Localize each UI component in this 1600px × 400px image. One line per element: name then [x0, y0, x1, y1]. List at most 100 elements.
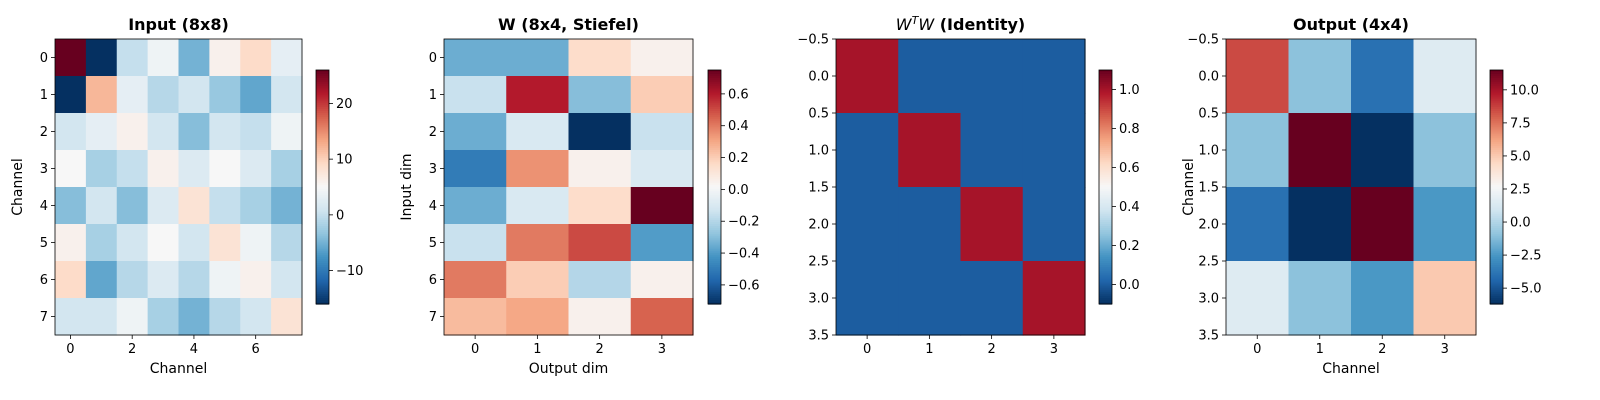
- colorbar-segment: [708, 284, 721, 288]
- heatmap-cell: [85, 150, 118, 188]
- colorbar-segment: [316, 149, 329, 153]
- colorbar-segment: [1099, 202, 1112, 206]
- colorbar-segment: [1099, 179, 1112, 182]
- colorbar-segment: [708, 278, 721, 282]
- heatmap-cell: [1413, 113, 1477, 188]
- colorbar-segment: [708, 192, 721, 196]
- colorbar-segment: [1490, 194, 1503, 198]
- colorbar-segment: [1490, 114, 1503, 118]
- colorbar-segment: [1099, 290, 1112, 293]
- colorbar-segment: [1099, 171, 1112, 174]
- colorbar-segment: [1490, 138, 1503, 141]
- colorbar-segment: [316, 144, 329, 147]
- colorbar-segment: [316, 173, 329, 176]
- colorbar-segment: [316, 292, 329, 295]
- colorbar-segment: [708, 103, 721, 106]
- colorbar-segment: [1099, 103, 1112, 106]
- heatmap-cell: [444, 298, 507, 336]
- colorbar-tick-label: 5.0: [1510, 149, 1531, 164]
- colorbar-frame: [707, 69, 722, 305]
- heatmap-cell: [178, 261, 210, 299]
- heatmap-cell: [55, 298, 87, 336]
- heatmap-cell: [55, 224, 87, 262]
- colorbar-segment: [316, 241, 329, 245]
- colorbar-segment: [708, 93, 721, 96]
- colorbar-segment: [708, 290, 721, 293]
- colorbar-segment: [1099, 214, 1112, 217]
- heatmap-cell: [240, 261, 272, 299]
- colorbar-segment: [1099, 151, 1112, 155]
- colorbar-segment: [708, 114, 721, 118]
- heatmap-panel-3: 0 1 2 3 −0.5 0.0 0.5 1.0 1.5 2.0 2.5 3.0 3.5 WTW (Ide…: [797, 14, 1139, 357]
- x-tick-label: 2: [595, 342, 603, 357]
- colorbar-segment: [1099, 292, 1112, 295]
- x-tick-label: 1: [533, 342, 541, 357]
- colorbar-segment: [316, 103, 329, 106]
- colorbar-segment: [1099, 204, 1112, 208]
- colorbar-segment: [708, 71, 721, 75]
- heatmap-cell: [271, 39, 303, 77]
- colorbar-tick-label: 0.4: [728, 119, 749, 134]
- y-tick-label: 2.5: [808, 255, 829, 270]
- colorbar-segment: [316, 181, 329, 184]
- colorbar-segment: [1099, 148, 1112, 151]
- colorbar-segment: [1490, 77, 1503, 81]
- y-tick-label: 2: [429, 125, 437, 140]
- colorbar-segment: [1099, 286, 1112, 289]
- colorbar-segment: [708, 75, 721, 79]
- y-tick-label: 3.5: [1198, 329, 1219, 344]
- colorbar-segment: [1099, 85, 1112, 89]
- colorbar-segment: [1099, 188, 1112, 192]
- colorbar-segment: [316, 134, 329, 137]
- colorbar-segment: [1099, 294, 1112, 297]
- colorbar-segment: [1099, 247, 1112, 250]
- heatmap-cell: [209, 113, 241, 151]
- colorbar-tick-label: 0.4: [1119, 200, 1140, 215]
- colorbar-segment: [316, 220, 329, 223]
- y-axis-label: Input dim: [399, 153, 415, 220]
- colorbar-segment: [1099, 75, 1112, 79]
- colorbar-segment: [316, 202, 329, 206]
- colorbar-segment: [316, 261, 329, 264]
- colorbar-segment: [708, 247, 721, 250]
- colorbar-segment: [1490, 144, 1503, 147]
- heatmap-cell: [85, 113, 118, 151]
- colorbar-segment: [1490, 70, 1503, 73]
- colorbar-segment: [1099, 83, 1112, 87]
- colorbar-segment: [708, 79, 721, 83]
- heatmap-cell: [568, 150, 632, 188]
- x-axis-label: Output dim: [529, 361, 609, 377]
- colorbar-segment: [1099, 173, 1112, 176]
- heatmap-cell: [147, 187, 180, 225]
- heatmap-cell: [568, 39, 632, 77]
- colorbar-segment: [316, 214, 329, 217]
- colorbar-segment: [708, 167, 721, 171]
- colorbar-segment: [1099, 206, 1112, 210]
- colorbar-segment: [1490, 187, 1503, 190]
- heatmap-cell: [85, 224, 118, 262]
- colorbar-segment: [1490, 89, 1503, 93]
- colorbar-segment: [708, 138, 721, 141]
- colorbar-segment: [708, 282, 721, 286]
- colorbar-segment: [1099, 70, 1112, 73]
- y-axis-label: Channel: [10, 158, 26, 215]
- colorbar-segment: [316, 286, 329, 289]
- y-tick-label: 1.5: [1198, 181, 1219, 196]
- colorbar-frame: [1098, 69, 1113, 305]
- colorbar-segment: [1490, 276, 1503, 280]
- colorbar-segment: [316, 118, 329, 122]
- heatmap-cell: [240, 150, 272, 188]
- heatmap-cell: [178, 224, 210, 262]
- colorbar-tick-label: −0.2: [728, 215, 760, 230]
- x-tick-label: 1: [925, 342, 933, 357]
- colorbar-segment: [1490, 204, 1503, 208]
- heatmap-cell: [116, 187, 149, 225]
- heatmap-cell: [209, 39, 241, 77]
- x-tick-label: 3: [1441, 342, 1449, 357]
- heatmap-cell: [444, 261, 507, 299]
- heatmap-cell: [85, 298, 118, 336]
- colorbar-segment: [1490, 101, 1503, 104]
- colorbar-segment: [708, 220, 721, 223]
- colorbar-segment: [316, 165, 329, 169]
- colorbar-segment: [1490, 118, 1503, 122]
